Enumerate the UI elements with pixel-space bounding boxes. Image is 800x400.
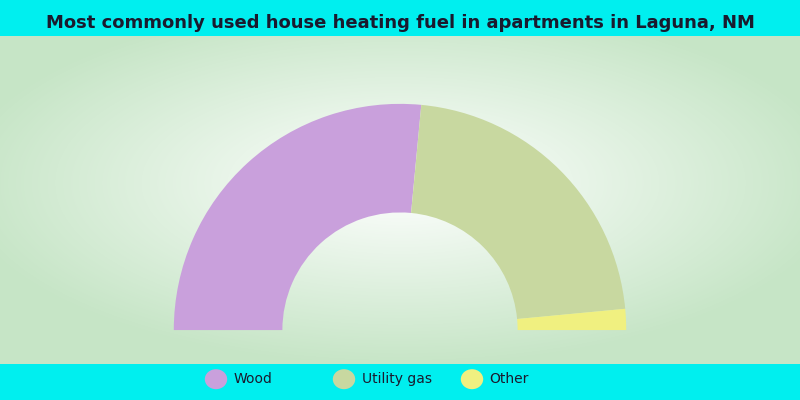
Text: Wood: Wood <box>234 372 273 386</box>
Wedge shape <box>411 105 626 319</box>
Ellipse shape <box>333 369 355 389</box>
Text: Most commonly used house heating fuel in apartments in Laguna, NM: Most commonly used house heating fuel in… <box>46 14 754 32</box>
Ellipse shape <box>205 369 227 389</box>
Text: Other: Other <box>490 372 529 386</box>
Wedge shape <box>174 104 422 330</box>
Ellipse shape <box>461 369 483 389</box>
Wedge shape <box>517 309 626 330</box>
Text: Utility gas: Utility gas <box>362 372 432 386</box>
